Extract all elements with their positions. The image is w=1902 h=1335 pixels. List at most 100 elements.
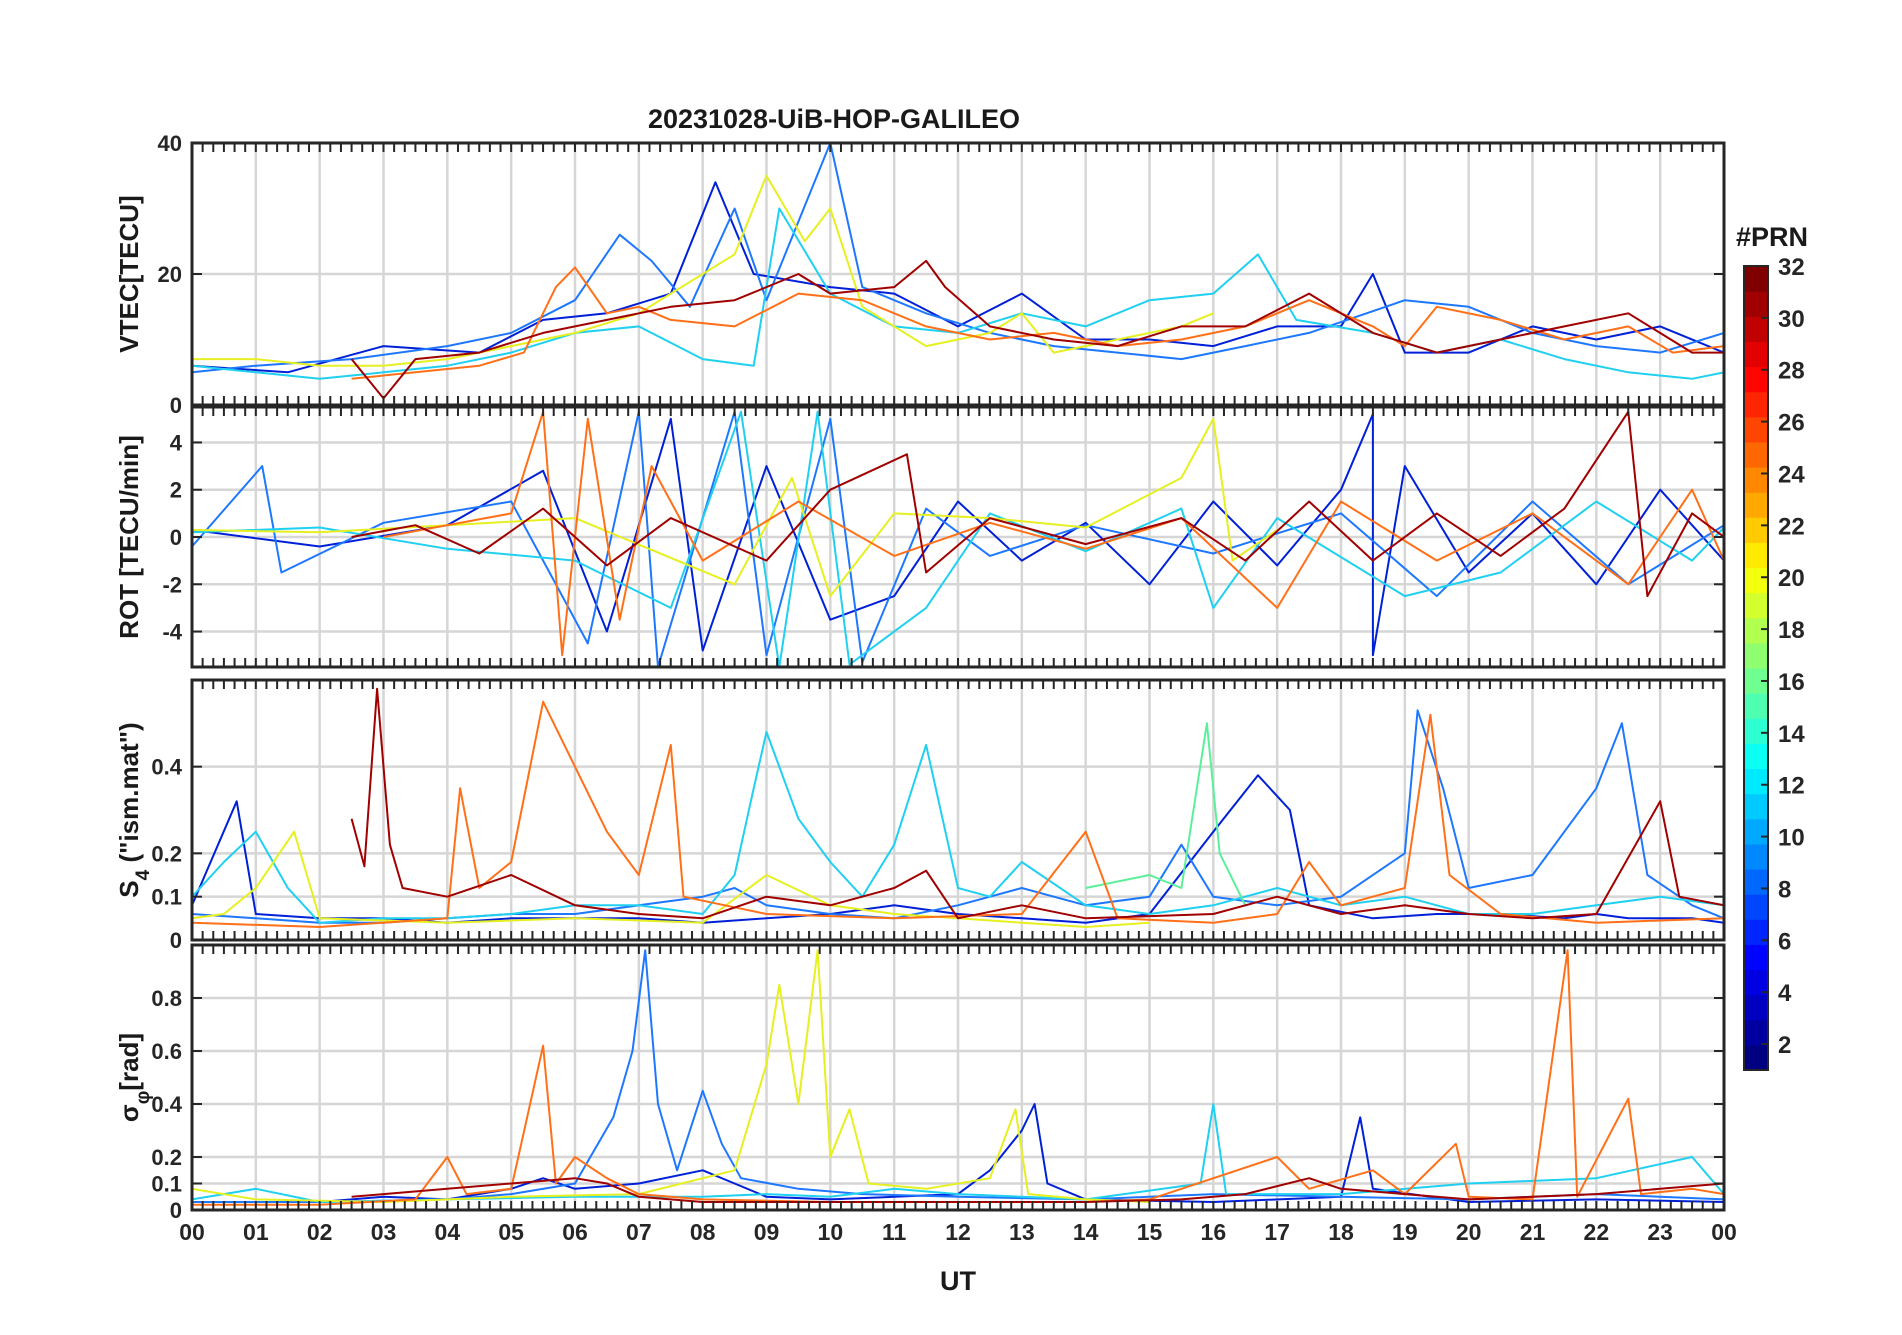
y-tick-label: 2 [170, 478, 182, 503]
colorbar-segment [1744, 818, 1768, 845]
series-prn-24 [383, 410, 1724, 657]
y-tick-label: 0 [170, 928, 182, 953]
colorbar-tick-label: 22 [1778, 513, 1805, 540]
series-prn-31 [350, 687, 1724, 920]
panel-vtec: 0 20 40 VTEC[TECU] [114, 131, 1726, 418]
y-tick-label: 0.2 [151, 841, 182, 866]
series-prn-19 [192, 417, 1278, 598]
panel-rot: -4 -2 0 2 4 ROT [TECU/min] [114, 405, 1726, 669]
series-prn-24 [192, 700, 1724, 928]
series-prn-8 [192, 949, 1724, 1203]
series-prn-31 [350, 259, 1724, 400]
chart-title: 20231028-UiB-HOP-GALILEO [648, 104, 1020, 134]
colorbar-segment [1744, 266, 1768, 292]
x-tick-label: 02 [307, 1219, 333, 1245]
y-tick-label: 0.2 [151, 1145, 182, 1170]
y-axis-label: S4 ("ism.mat") [114, 722, 154, 897]
x-tick-label: 08 [690, 1219, 716, 1245]
y-axis-label: σφ[rad] [114, 1033, 154, 1122]
series-prn-19 [192, 830, 1150, 928]
colorbar-segment [1744, 366, 1768, 393]
y-tick-label: 4 [170, 430, 183, 455]
x-tick-label: 21 [1520, 1219, 1546, 1245]
y-tick-label: -4 [162, 620, 182, 645]
colorbar-segment [1744, 416, 1768, 443]
x-tick-label: 07 [626, 1219, 652, 1245]
series-prn-3 [192, 413, 1724, 657]
x-tick-label: 12 [945, 1219, 971, 1245]
colorbar-tick-label: 2 [1778, 1032, 1791, 1059]
colorbar-segment [1744, 441, 1768, 468]
colorbar-segment [1744, 693, 1768, 719]
y-tick-label: 0 [170, 393, 182, 418]
colorbar-label: #PRN [1736, 222, 1808, 252]
x-tick-label: 18 [1328, 1219, 1354, 1245]
colorbar-segment [1744, 542, 1768, 569]
colorbar-tick-label: 6 [1778, 928, 1791, 955]
x-tick-label: 11 [882, 1219, 907, 1245]
colorbar-tick-label: 4 [1778, 980, 1792, 1007]
x-tick-label: 16 [1201, 1219, 1227, 1245]
x-tick-label: 13 [1009, 1219, 1035, 1245]
x-tick-label: 00 [1711, 1219, 1737, 1245]
y-tick-label: 40 [158, 131, 182, 156]
series-group [192, 410, 1724, 667]
series-group [192, 143, 1724, 400]
y-tick-label: 0.8 [151, 986, 182, 1011]
colorbar-tick-label: 12 [1778, 773, 1805, 800]
x-tick-label: 22 [1584, 1219, 1610, 1245]
axes-frame [190, 678, 1726, 942]
colorbar-segment [1744, 969, 1768, 996]
colorbar-segment [1744, 944, 1768, 971]
x-axis-label: UT [940, 1266, 976, 1296]
series-prn-24 [351, 266, 1724, 380]
x-tick-label: 00 [179, 1219, 205, 1245]
x-tick-label: 20 [1456, 1219, 1482, 1245]
x-tick-label: 14 [1073, 1219, 1099, 1245]
x-axis: 00 01 02 03 04 05 06 07 08 09 10 11 12 13 14 15 16 17 18 19… [179, 1219, 1737, 1245]
axes-frame [190, 405, 1726, 669]
y-axis-label: VTEC[TECU] [114, 195, 144, 352]
colorbar-segment [1744, 869, 1768, 895]
y-tick-label: 0 [170, 1198, 182, 1223]
colorbar-segment [1744, 894, 1768, 920]
series-prn-19 [192, 949, 1150, 1203]
colorbar-tick-label: 14 [1778, 721, 1805, 748]
x-tick-label: 17 [1264, 1219, 1290, 1245]
colorbar-segment [1744, 517, 1768, 543]
series-prn-11 [192, 410, 1724, 667]
colorbar-tick-label: 10 [1778, 825, 1805, 852]
x-tick-label: 01 [243, 1219, 269, 1245]
colorbar-tick-label: 26 [1778, 410, 1805, 437]
colorbar-segment [1744, 994, 1768, 1021]
colorbar-segment [1744, 291, 1768, 317]
colorbar-segment [1744, 492, 1768, 518]
x-tick-label: 05 [498, 1219, 524, 1245]
colorbar-tick-label: 20 [1778, 565, 1805, 592]
panel-s4: 0 0.1 0.2 0.4S4 ("ism.mat") [114, 678, 1726, 953]
y-tick-label: 0.4 [151, 1092, 182, 1117]
colorbar-segment [1744, 391, 1768, 418]
colorbar-tick-label: 8 [1778, 876, 1791, 903]
y-tick-label: 0.4 [151, 755, 182, 780]
colorbar-segment [1744, 617, 1768, 644]
series-prn-31 [351, 410, 1724, 598]
colorbar-segment [1744, 1044, 1768, 1071]
colorbar-tick-label: 18 [1778, 617, 1805, 644]
panel-sigma_phi: 00.10.2 0.4 0.6 0.8 σφ[rad] [114, 943, 1726, 1223]
x-tick-label: 23 [1647, 1219, 1673, 1245]
x-tick-label: 03 [371, 1219, 397, 1245]
colorbar-segment [1744, 592, 1768, 619]
colorbar-segment [1744, 1019, 1768, 1046]
y-tick-label: 0.1 [151, 885, 182, 910]
colorbar-segment [1744, 743, 1768, 770]
y-tick-label: -2 [162, 572, 182, 597]
colorbar-segment [1744, 843, 1768, 870]
x-tick-label: 04 [435, 1219, 461, 1245]
series-group [192, 687, 1724, 928]
series-prn-19 [192, 174, 1214, 367]
colorbar-segment [1744, 642, 1768, 669]
